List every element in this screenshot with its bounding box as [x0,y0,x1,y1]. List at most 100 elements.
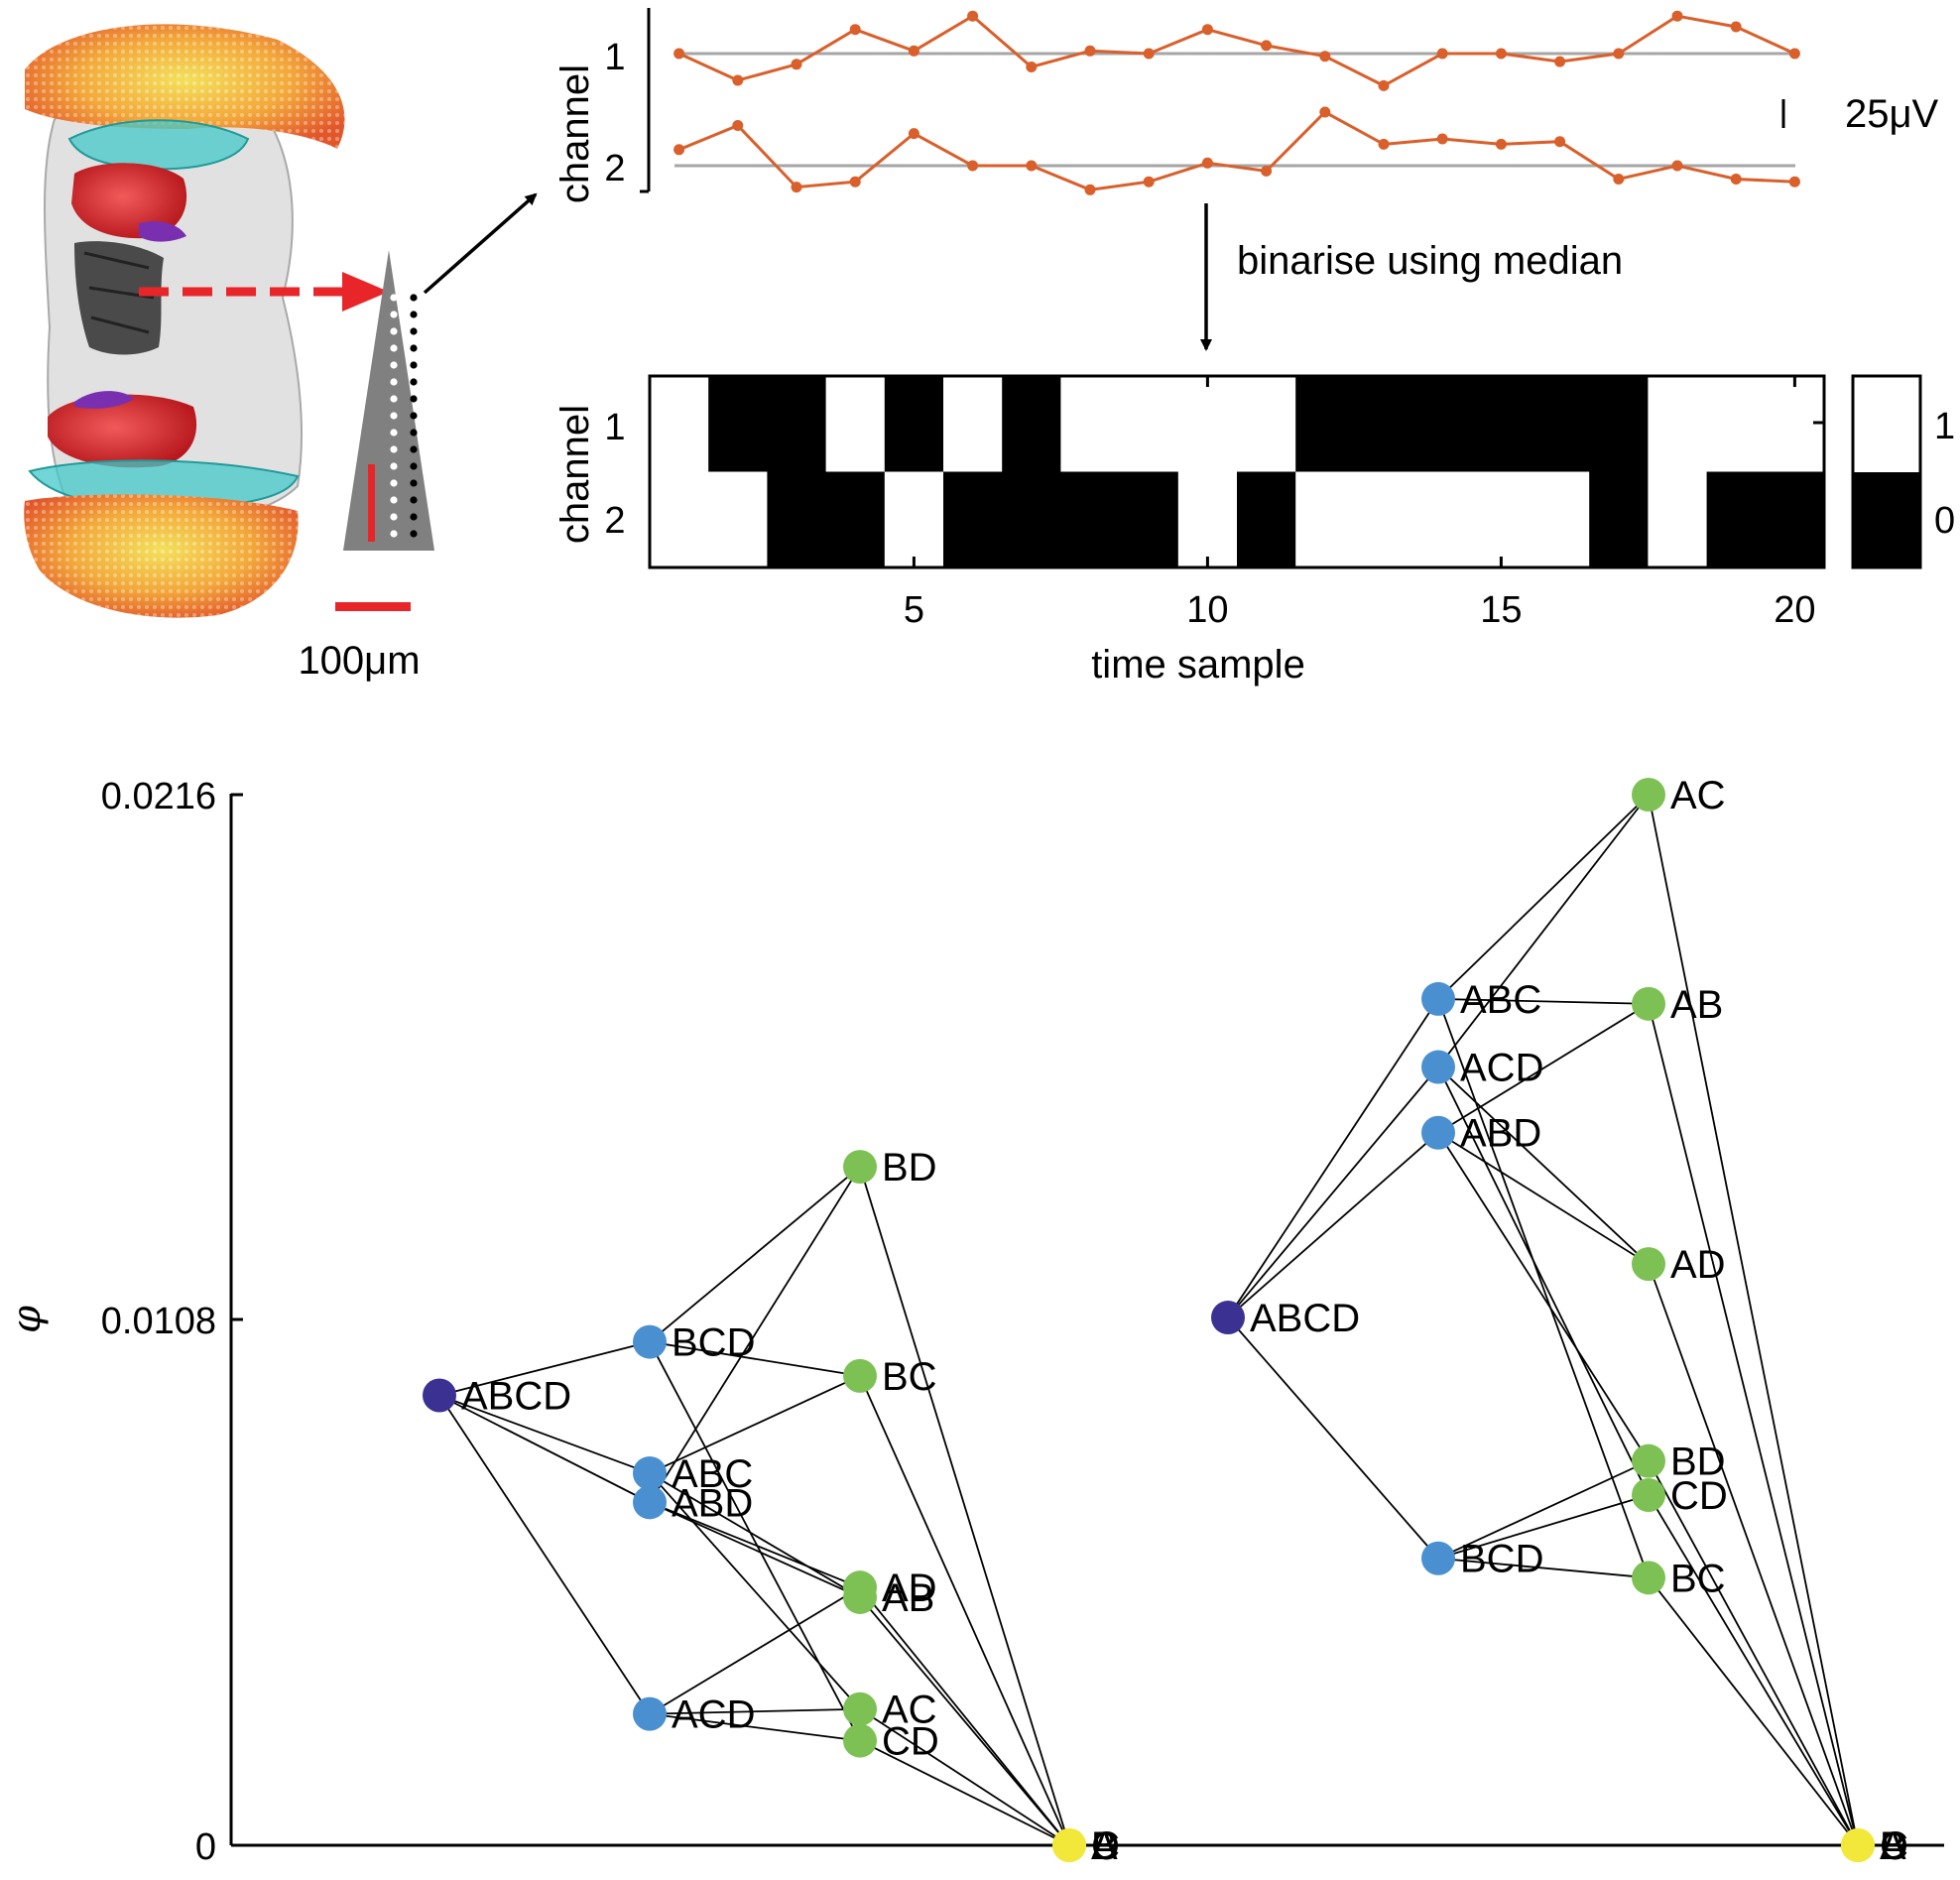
lattice-edge-ABCD-ACD [1227,1065,1439,1318]
lattice-edge-BC-B [1648,1576,1859,1846]
lattice-node-ABC [633,1455,667,1490]
raster-cell-ch1-t12 [1295,376,1355,472]
lattice-node-label-BCD: BCD [672,1321,755,1365]
raster-cell-ch2-t20 [1765,471,1825,567]
lattice-edge-ABD-BD [1437,1132,1650,1462]
binarise-label: binarise using median [1237,239,1623,283]
trace-channel-label-1: 1 [604,37,625,78]
lattice-edge-BCD-CD [649,1341,861,1742]
trace-point-ch1-t18 [1671,10,1683,22]
trace-point-ch1-t20 [1788,48,1800,60]
lattice-node-label-AB: AB [1670,983,1723,1027]
lattice-edge-ABCD-ABD [1227,1132,1439,1318]
lattice-node-label-CD: CD [1670,1474,1728,1518]
trace-point-ch1-t4 [849,24,861,36]
probe-contacts [390,294,418,538]
trace-point-ch1-t11 [1261,40,1273,52]
raster-cell-ch2-t19 [1706,471,1767,567]
raster-cell-ch1-t4 [825,376,886,472]
trace-point-ch2-t1 [674,144,685,156]
raster-x-tick-15: 15 [1480,589,1522,631]
lattice-node-BCD [1421,1541,1455,1575]
trace-point-ch1-t2 [732,74,744,86]
lattice-node-label-AC: AC [1670,774,1726,817]
trace-channel-label-2: 2 [604,148,625,189]
lattice-edge-BD-D [859,1166,1070,1846]
trace-point-ch2-t4 [849,176,861,188]
lattice-edge-ABCD-ACD [438,1394,651,1715]
lattice-node-AD [1632,1247,1665,1282]
raster-cell-ch1-t7 [1002,376,1061,472]
lattice-edge-ABC-AC [1437,794,1650,1000]
lattice-edge-ABCD-ABC [438,1394,651,1474]
lattice-edge-ABD-AD [649,1501,861,1588]
lattice-node-label-CD: CD [882,1720,939,1764]
lattice-edge-BCD-CD [1437,1494,1650,1560]
lattice-node-label-BC: BC [882,1355,937,1399]
trace-point-ch1-t17 [1613,48,1625,60]
lattice-edge-ABC-BC [1437,998,1650,1578]
lattice-node-BD [1632,1443,1665,1478]
lattice-edge-AD-D [859,1586,1070,1846]
lattice-y-tick-top: 0.0216 [101,776,216,817]
lattice-edge-ABC-BC [649,1375,861,1474]
raster-cell-ch1-t1 [650,376,709,472]
raster-cell-ch2-t13 [1354,471,1414,567]
trace-point-ch2-t9 [1143,176,1155,188]
raster-cell-ch2-t3 [767,471,827,567]
trace-point-ch1-t6 [967,10,979,22]
raster-cell-ch2-t18 [1648,471,1708,567]
trace-point-ch2-t18 [1671,160,1683,172]
lattice-edge-ABD-BD [649,1166,861,1503]
trace-point-ch2-t10 [1201,157,1213,169]
raster-x-tick-5: 5 [904,589,924,631]
lattice-node-label-ABCD: ABCD [1250,1297,1360,1340]
lattice-node-BC [1632,1561,1665,1595]
lattice-node-label-ABD: ABD [672,1481,753,1525]
raster-x-tick-10: 10 [1186,589,1228,631]
lattice-y-axis-label: φ [4,1306,50,1333]
raster-cell-ch2-t6 [943,471,1003,567]
trace-point-ch2-t17 [1613,174,1625,185]
lattice-node-BCD [633,1324,667,1359]
lattice-edge-BCD-BD [649,1166,861,1343]
trace-point-ch2-t14 [1436,133,1448,145]
lattice-graph: ABCDBCDABCABDACDBDBCADABACCDABCDABCDABCA… [423,774,1908,1868]
raster-cell-ch1-t18 [1648,376,1708,472]
anatomy-scale-bar: 100μm [298,602,421,683]
lattice-edge-ABC-AB [649,1472,861,1598]
brain-illustration [24,24,345,618]
raster-cell-ch1-t8 [1060,376,1121,472]
lattice-node-ACD [1421,1050,1455,1084]
lattice-node-label-ABD: ABD [1460,1112,1541,1156]
lattice-node-label-AD: AD [882,1567,937,1610]
lattice-edge-BCD-BC [1437,1557,1650,1579]
raster-x-axis-label: time sample [1091,643,1305,687]
lattice-node-CD [1632,1478,1665,1512]
raster-cell-ch1-t6 [943,376,1003,472]
lattice-edge-ABC-AC [649,1472,861,1710]
lattice-edge-ABD-AB [1437,1003,1650,1134]
raster-cell-ch1-t3 [767,376,827,472]
lattice-node-label-A: A [1880,1824,1906,1868]
raster-cell-ch2-t8 [1060,471,1121,567]
trace-series [674,10,1800,195]
raster-cell-ch1-t5 [884,376,944,472]
lattice-node-label-ACD: ACD [672,1693,755,1737]
raster-cell-ch2-t16 [1531,471,1590,567]
trace-point-ch1-t13 [1378,79,1390,91]
trace-point-ch1-t16 [1554,56,1566,67]
lattice-y-tick-zero: 0 [195,1826,216,1868]
raster-cell-ch1-t16 [1531,376,1590,472]
probe-to-trace-arrow [423,192,538,295]
lattice-edge-ABC-AB [1437,998,1650,1005]
trace-line-channel-2 [678,110,1795,191]
raster-cell-ch2-t7 [1002,471,1061,567]
lattice-edge-ACD-AC [649,1707,861,1715]
lattice-node-ACD [633,1696,667,1731]
trace-point-ch1-t15 [1495,48,1507,60]
trace-point-ch2-t6 [967,160,979,172]
lattice-edge-CD-C [859,1739,1070,1846]
lattice-edge-ACD-CD [1437,1066,1650,1496]
